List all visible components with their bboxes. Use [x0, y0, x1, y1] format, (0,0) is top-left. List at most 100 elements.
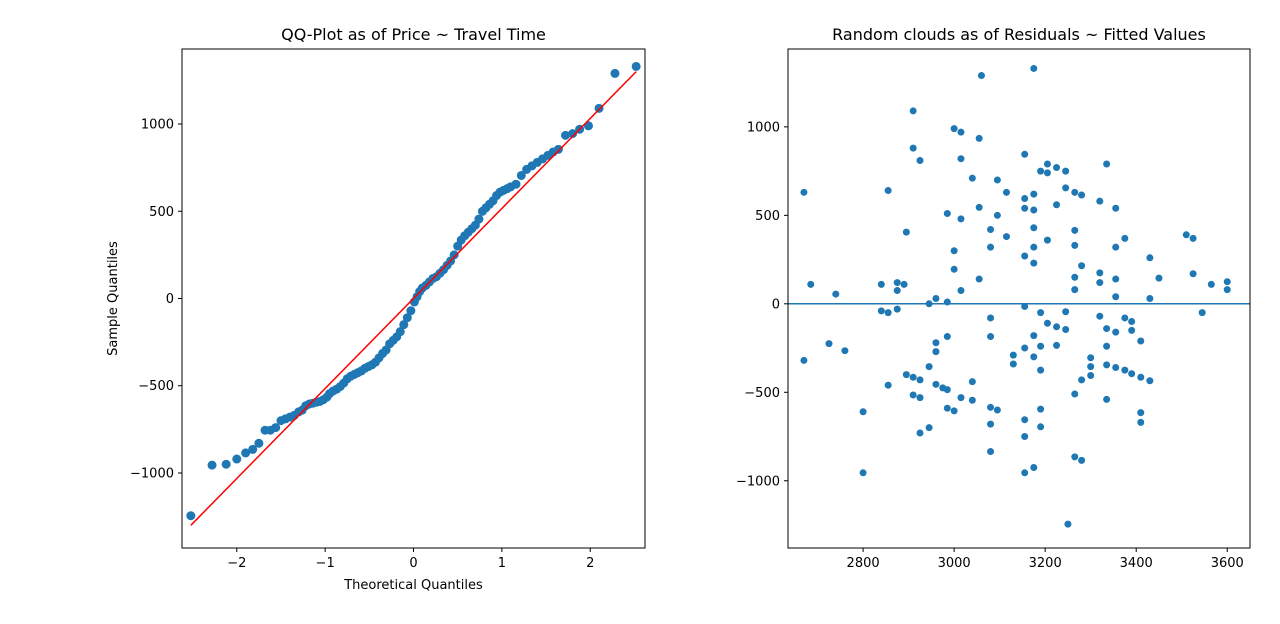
- y-tick-label: 1000: [141, 118, 174, 133]
- data-point: [909, 373, 917, 381]
- data-point: [884, 309, 892, 317]
- x-tick-label: −1: [316, 556, 335, 571]
- data-point: [950, 125, 958, 133]
- data-point: [987, 448, 995, 456]
- data-point: [916, 376, 924, 384]
- data-point: [987, 314, 995, 322]
- data-point: [1078, 456, 1086, 464]
- data-point: [1112, 364, 1120, 372]
- data-point: [560, 130, 570, 140]
- data-point: [902, 371, 910, 379]
- data-point: [968, 396, 976, 404]
- data-point: [553, 144, 563, 154]
- data-point: [1103, 361, 1111, 369]
- y-tick-label: 0: [166, 292, 174, 307]
- x-tick-label: 3000: [938, 556, 971, 571]
- data-point: [932, 348, 940, 356]
- qq-plot-x-ticks: −2 −1 0 1 2: [227, 548, 594, 571]
- data-point: [1137, 409, 1145, 417]
- data-point: [248, 444, 258, 454]
- data-point: [932, 380, 940, 388]
- data-point: [1037, 423, 1045, 431]
- data-point: [957, 128, 965, 136]
- data-point: [1128, 326, 1136, 334]
- data-point: [1137, 337, 1145, 345]
- data-point: [1223, 286, 1231, 294]
- x-tick-label: 2800: [847, 556, 880, 571]
- data-point: [943, 386, 951, 394]
- data-point: [631, 61, 641, 71]
- data-point: [1103, 395, 1111, 403]
- data-point: [1087, 371, 1095, 379]
- data-point: [987, 403, 995, 411]
- y-tick-label: −1000: [130, 466, 174, 481]
- x-tick-label: 0: [409, 556, 417, 571]
- data-point: [1043, 319, 1051, 327]
- data-point: [395, 327, 405, 337]
- data-point: [1189, 234, 1197, 242]
- data-point: [1030, 332, 1038, 340]
- data-point: [1053, 323, 1061, 331]
- data-point: [909, 144, 917, 152]
- x-tick-label: 3200: [1029, 556, 1062, 571]
- x-tick-label: 3600: [1211, 556, 1244, 571]
- data-point: [987, 243, 995, 251]
- data-point: [1030, 463, 1038, 471]
- data-point: [916, 429, 924, 437]
- qq-plot-chart: QQ-Plot as of Price ~ Travel Time −2 −1 0 1…: [106, 25, 646, 593]
- data-point: [893, 279, 901, 287]
- data-point: [516, 170, 526, 180]
- data-point: [877, 280, 885, 288]
- data-point: [1112, 204, 1120, 212]
- data-point: [925, 363, 933, 371]
- data-point: [232, 454, 242, 464]
- data-point: [1053, 341, 1061, 349]
- data-point: [957, 394, 965, 402]
- data-point: [1030, 243, 1038, 251]
- data-point: [1021, 416, 1029, 424]
- data-point: [1071, 390, 1079, 398]
- residuals-points: [800, 64, 1231, 528]
- data-point: [1009, 360, 1017, 368]
- data-point: [916, 394, 924, 402]
- qq-plot-points: [186, 61, 641, 521]
- data-point: [474, 214, 484, 224]
- data-point: [1071, 226, 1079, 234]
- data-point: [1112, 243, 1120, 251]
- data-point: [1002, 233, 1010, 241]
- data-point: [1189, 270, 1197, 278]
- data-point: [1112, 275, 1120, 283]
- data-point: [1078, 262, 1086, 270]
- data-point: [1087, 354, 1095, 362]
- data-point: [1021, 204, 1029, 212]
- data-point: [993, 406, 1001, 414]
- data-point: [825, 340, 833, 348]
- data-point: [594, 103, 604, 113]
- x-tick-label: 3400: [1120, 556, 1153, 571]
- data-point: [254, 438, 264, 448]
- data-point: [1021, 252, 1029, 260]
- x-tick-label: 2: [586, 556, 594, 571]
- data-point: [1030, 206, 1038, 214]
- data-point: [1037, 342, 1045, 350]
- data-point: [1062, 308, 1070, 316]
- y-tick-label: −500: [138, 379, 174, 394]
- data-point: [943, 298, 951, 306]
- data-point: [925, 424, 933, 432]
- data-point: [968, 378, 976, 386]
- data-point: [841, 347, 849, 355]
- data-point: [893, 305, 901, 313]
- data-point: [1087, 363, 1095, 371]
- data-point: [1207, 280, 1215, 288]
- data-point: [950, 265, 958, 273]
- data-point: [893, 287, 901, 295]
- data-point: [1030, 353, 1038, 361]
- data-point: [1155, 274, 1163, 282]
- data-point: [1128, 318, 1136, 325]
- data-point: [975, 275, 983, 283]
- data-point: [511, 179, 521, 189]
- data-point: [1121, 234, 1129, 242]
- data-point: [909, 107, 917, 115]
- data-point: [568, 129, 578, 139]
- data-point: [993, 211, 1001, 219]
